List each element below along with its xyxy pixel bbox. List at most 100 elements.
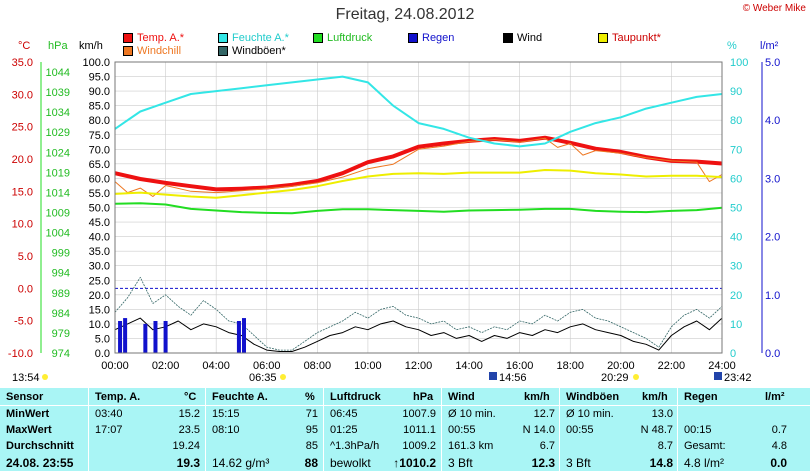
- legend-swatch: [503, 33, 513, 43]
- stat-wind-v: 6.7: [539, 440, 555, 452]
- legend-dewpoint: Taupunkt*: [598, 32, 661, 44]
- series-feuchte-a: [114, 75, 723, 148]
- header-sensor: Sensor: [6, 391, 44, 403]
- stat-press-t: 01:25: [330, 424, 358, 436]
- wind-tick: 55.0: [89, 188, 110, 200]
- stat-press-t: bewolkt: [330, 456, 371, 470]
- rain-tick: 3.0: [765, 173, 780, 185]
- temp-tick: 10.0: [12, 219, 33, 231]
- wind-tick: 80.0: [89, 115, 110, 127]
- temp-tick: 0.0: [18, 283, 33, 295]
- temp-tick: 25.0: [12, 122, 33, 134]
- wind-tick: 100.0: [82, 57, 110, 69]
- stat-temp-t: 17:07: [95, 424, 123, 436]
- series-luftdruck: [114, 202, 723, 215]
- legend-wind: Wind: [503, 32, 542, 44]
- sun-icon: [42, 374, 48, 380]
- stat-gust-t: 3 Bft: [566, 456, 591, 470]
- header-rain: Regen: [684, 391, 718, 403]
- header-humidity-unit: %: [305, 391, 315, 403]
- stat-label: MinWert: [6, 408, 50, 420]
- wind-tick: 85.0: [89, 101, 110, 113]
- copyright: © Weber Mike: [742, 3, 806, 14]
- stat-temp-v: 15.2: [178, 408, 200, 420]
- stat-hum-v: 85: [305, 440, 318, 452]
- time-tick: 04:00: [202, 360, 230, 372]
- rain-bar: [163, 320, 168, 353]
- wind-tick: 35.0: [89, 246, 110, 258]
- temp-tick: 20.0: [12, 154, 33, 166]
- stat-wind-v: 12.7: [533, 408, 555, 420]
- stat-rain-v: 4.8: [771, 440, 787, 452]
- stat-rain-t: 00:15: [684, 424, 712, 436]
- moonset-icon: [714, 372, 722, 380]
- humidity-tick: 50: [730, 203, 742, 215]
- pressure-tick: 1024: [46, 147, 70, 159]
- marker-left-time: 13:54: [12, 372, 40, 384]
- temp-tick: 15.0: [12, 186, 33, 198]
- stat-wind-v: N 14.0: [522, 424, 555, 436]
- legend-gusts: Windböen*: [218, 45, 286, 57]
- rain-tick: 1.0: [765, 290, 780, 302]
- legend-pressure: Luftdruck: [313, 32, 372, 44]
- stat-gust-t: Ø 10 min.: [566, 408, 614, 420]
- wind-tick: 15.0: [89, 304, 110, 316]
- time-tick: 22:00: [658, 360, 686, 372]
- stat-rain-v: 0.0: [770, 456, 787, 470]
- header-temp: Temp. A.: [95, 391, 141, 403]
- stat-rain-v: 0.7: [771, 424, 787, 436]
- humidity-tick: 40: [730, 232, 742, 244]
- rain-tick: 2.0: [765, 232, 780, 244]
- stat-label: Durchschnitt: [6, 440, 74, 452]
- marker-sunset: 20:29: [601, 372, 629, 384]
- stat-hum-v: 71: [305, 408, 318, 420]
- header-temp-unit: °C: [184, 391, 197, 403]
- series-wind: [114, 317, 723, 352]
- pressure-tick: 1004: [46, 228, 70, 240]
- rain-tick: 5.0: [765, 57, 780, 69]
- stat-hum-t: 15:15: [212, 408, 240, 420]
- stat-temp-v: 23.5: [178, 424, 200, 436]
- wind-tick: 70.0: [89, 144, 110, 156]
- header-rain-unit: l/m²: [765, 391, 785, 403]
- stat-hum-t: 14.62 g/m³: [212, 456, 270, 470]
- stat-press-t: ^1.3hPa/h: [330, 440, 380, 452]
- legend-windchill: Windchill: [123, 45, 181, 57]
- legend-swatch: [598, 33, 608, 43]
- legend-swatch: [123, 46, 133, 56]
- stat-wind-v: 12.3: [531, 456, 555, 470]
- stat-label: MaxWert: [6, 424, 52, 436]
- pressure-tick: 1014: [46, 187, 70, 199]
- stat-wind-t: 3 Bft: [448, 456, 473, 470]
- plot-frame: [114, 61, 723, 354]
- marker-sunrise: 06:35: [249, 372, 277, 384]
- humidity-tick: 90: [730, 86, 742, 98]
- time-tick: 18:00: [556, 360, 584, 372]
- wind-tick: 10.0: [89, 319, 110, 331]
- sunrise-icon: [280, 374, 286, 380]
- stat-hum-v: 95: [305, 424, 318, 436]
- legend-temp: Temp. A.*: [123, 32, 184, 44]
- pressure-tick: 979: [52, 328, 70, 340]
- moon-icon: [489, 372, 497, 380]
- series-windchill: [114, 137, 723, 197]
- temp-tick: 5.0: [18, 251, 33, 263]
- stat-press-v: 1011.1: [403, 424, 436, 436]
- wind-tick: 20.0: [89, 290, 110, 302]
- pressure-tick: 999: [52, 248, 70, 260]
- rain-bar: [236, 320, 241, 353]
- stat-wind-t: 00:55: [448, 424, 476, 436]
- time-tick: 08:00: [304, 360, 332, 372]
- humidity-tick: 30: [730, 261, 742, 273]
- wind-tick: 65.0: [89, 159, 110, 171]
- header-pressure: Luftdruck: [330, 391, 381, 403]
- stat-rain-t: 4.8 l/m²: [684, 456, 725, 470]
- header-gust-unit: km/h: [642, 391, 668, 403]
- legend-swatch: [313, 33, 323, 43]
- humidity-tick: 80: [730, 115, 742, 127]
- rain-bar: [123, 318, 128, 353]
- rain-bar: [241, 318, 246, 353]
- stat-hum-v: 88: [304, 456, 318, 470]
- wind-tick: 0.0: [95, 348, 110, 360]
- stat-gust-v: 14.8: [649, 456, 673, 470]
